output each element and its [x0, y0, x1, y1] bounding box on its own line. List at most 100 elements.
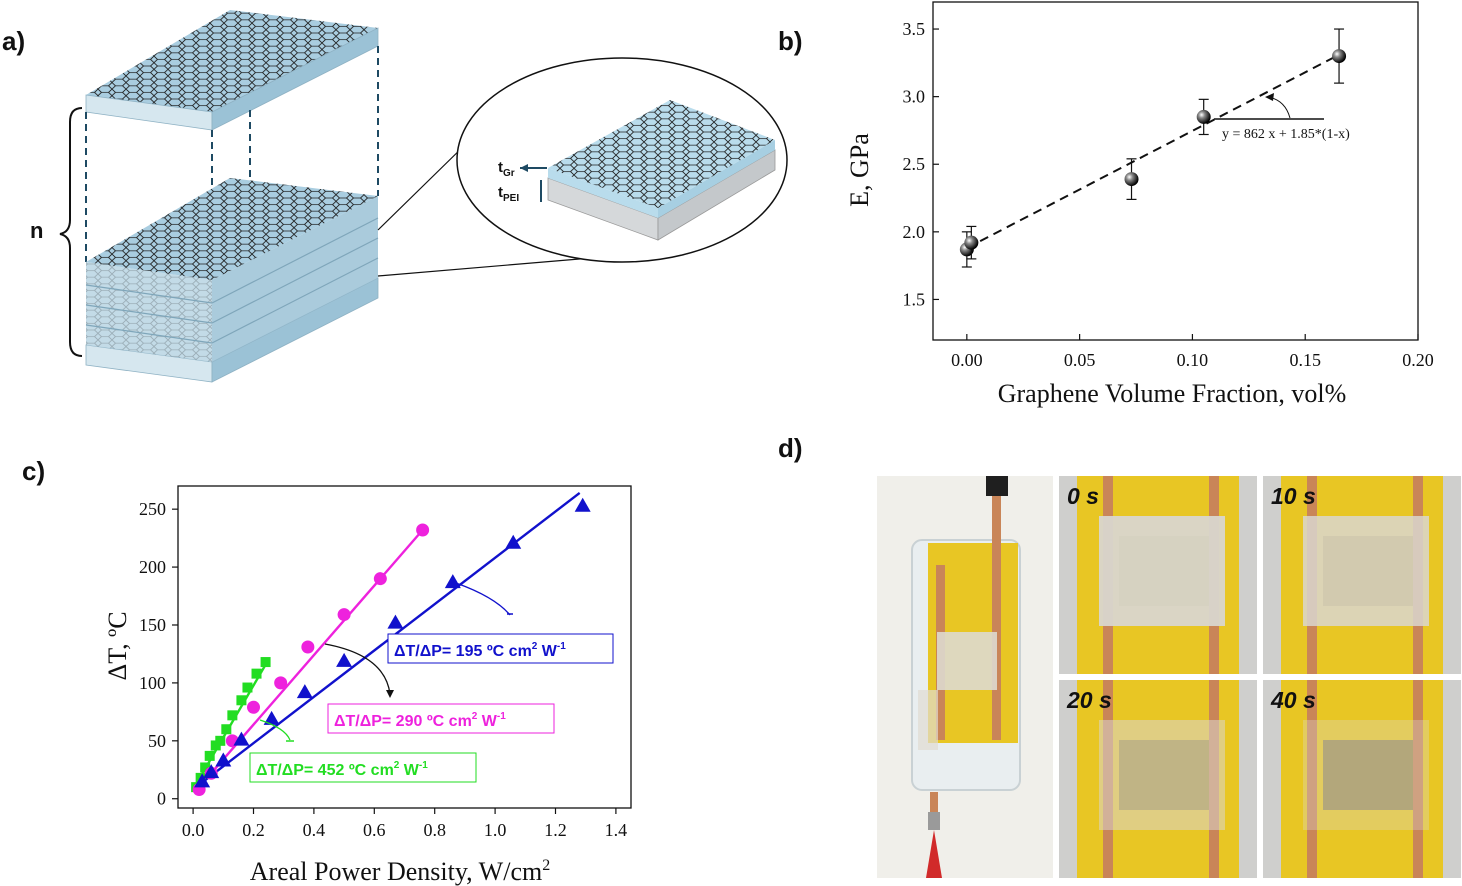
- zoom-line-2: [377, 255, 616, 277]
- b-fit-line: [966, 53, 1340, 249]
- blue-label-box: [387, 633, 614, 664]
- brace: [59, 107, 83, 357]
- panel-label-a: a): [2, 26, 25, 56]
- green-label-box: [249, 752, 477, 783]
- c-xtick-label: 0.2: [242, 820, 265, 840]
- green-callout-curve: [259, 719, 291, 741]
- green-slope-label: ΔT/ΔP= 452 ºC cm2 W-1: [256, 760, 428, 779]
- c-data-point: [215, 752, 232, 767]
- b-data-point: [1124, 172, 1139, 187]
- c-data-point: [260, 657, 271, 668]
- panel-label-b: b): [778, 26, 803, 56]
- annotation-arrowhead: [1265, 93, 1274, 101]
- t-gr-label: tGr: [498, 159, 515, 179]
- c-ytick-label: 50: [148, 731, 166, 751]
- c-data-point: [444, 574, 461, 589]
- chart-b-annotation: y = 862 x + 1.85*(1-x): [1222, 127, 1350, 142]
- c-data-point: [296, 684, 313, 699]
- c-data-point: [416, 523, 430, 537]
- timelapse-frame: 0 s: [1059, 476, 1257, 674]
- b-data-point: [1196, 109, 1211, 124]
- c-data-point: [200, 762, 211, 773]
- b-ytick-label: 2.5: [903, 154, 926, 174]
- panel-label-c: c): [22, 456, 45, 486]
- time-label: 10 s: [1271, 483, 1316, 509]
- c-data-point: [251, 668, 262, 679]
- b-xtick-label: 0.05: [1064, 350, 1096, 370]
- c-data-point: [387, 614, 404, 629]
- c-data-point: [373, 572, 387, 586]
- c-data-point: [505, 534, 522, 549]
- magenta-slope-label: ΔT/ΔP= 290 ºC cm2 W-1: [334, 711, 506, 730]
- b-ytick-label: 3.0: [903, 87, 926, 107]
- c-data-point: [574, 497, 591, 512]
- c-data-point: [301, 640, 315, 654]
- c-data-point: [194, 773, 211, 788]
- chart-b-xlabel: Graphene Volume Fraction, vol%: [998, 379, 1347, 408]
- timelapse-frame: 10 s: [1263, 476, 1461, 674]
- device-overview-photo: [877, 476, 1053, 878]
- magenta-callout-curve: [324, 643, 391, 695]
- c-data-point: [242, 682, 253, 693]
- c-data-point: [247, 700, 260, 714]
- bottom-stack: [85, 178, 379, 383]
- c-data-point: [337, 608, 351, 622]
- c-xtick-label: 0.8: [423, 820, 446, 840]
- chart-b-ylabel: E, GPa: [845, 133, 874, 207]
- c-data-point: [215, 735, 226, 746]
- photo-panel-d: 0 s 10 s 20 s 40 s: [877, 476, 1461, 878]
- c-data-point: [203, 764, 220, 779]
- b-ytick-label: 1.5: [903, 289, 926, 309]
- t-pei-label: tPEI: [498, 184, 519, 204]
- t-gr-arrowhead: [520, 164, 528, 172]
- c-xtick-label: 1.2: [544, 820, 567, 840]
- chart-b-frame: [932, 1, 1419, 341]
- c-data-point: [263, 710, 280, 725]
- c-data-point: [336, 652, 353, 667]
- c-xtick-label: 0.0: [182, 820, 205, 840]
- top-layer: [85, 10, 379, 131]
- panel-label-d: d): [778, 433, 803, 463]
- chart-c: 0.0 0.2 0.4 0.6 0.8 1.0 1.2 1.4 0 50 100 150 200 250…: [103, 485, 632, 886]
- b-xtick-label: 0.00: [951, 350, 983, 370]
- c-data-point: [274, 676, 288, 690]
- zoom-inset: tGr tPEI: [456, 57, 788, 263]
- magenta-label-box: [327, 703, 555, 734]
- c-xtick-label: 1.4: [605, 820, 628, 840]
- b-ytick-label: 3.5: [903, 19, 926, 39]
- n-label: n: [30, 218, 43, 243]
- b-data-point: [964, 235, 979, 250]
- chart-c-ylabel: ΔT, ºC: [103, 611, 132, 680]
- chart-c-xlabel: Areal Power Density, W/cm2: [250, 857, 550, 886]
- chart-c-frame: [177, 485, 632, 809]
- time-label: 20 s: [1066, 687, 1112, 713]
- c-data-point: [221, 724, 232, 735]
- c-data-point: [233, 731, 250, 746]
- c-data-point: [227, 710, 238, 721]
- c-xtick-label: 1.0: [484, 820, 507, 840]
- b-xtick-label: 0.10: [1177, 350, 1209, 370]
- magenta-callout-arrowhead: [386, 690, 394, 698]
- blue-callout-curve: [455, 582, 511, 616]
- c-xtick-label: 0.6: [363, 820, 386, 840]
- b-xtick-label: 0.20: [1402, 350, 1434, 370]
- b-ytick-label: 2.0: [903, 222, 926, 242]
- b-data-point: [1332, 49, 1347, 64]
- time-label: 0 s: [1067, 483, 1099, 509]
- c-ytick-label: 250: [139, 499, 166, 519]
- c-ytick-label: 0: [157, 789, 166, 809]
- time-label: 40 s: [1270, 687, 1316, 713]
- c-ytick-label: 100: [139, 673, 166, 693]
- timelapse-frame: 40 s: [1263, 680, 1461, 878]
- c-ytick-label: 150: [139, 615, 166, 635]
- chart-b: 0.00 0.05 0.10 0.15 0.20 1.5 2.0 2.5 3.0 3.5 y =…: [845, 1, 1434, 408]
- c-data-point: [236, 695, 247, 706]
- layer-stack-illustration: n: [30, 10, 379, 383]
- c-ytick-label: 200: [139, 557, 166, 577]
- blue-slope-label: ΔT/ΔP= 195 ºC cm2 W-1: [394, 641, 566, 660]
- c-xtick-label: 0.4: [303, 820, 326, 840]
- b-xtick-label: 0.15: [1289, 350, 1321, 370]
- zoom-line-1: [377, 139, 471, 231]
- timelapse-frame: 20 s: [1059, 680, 1257, 878]
